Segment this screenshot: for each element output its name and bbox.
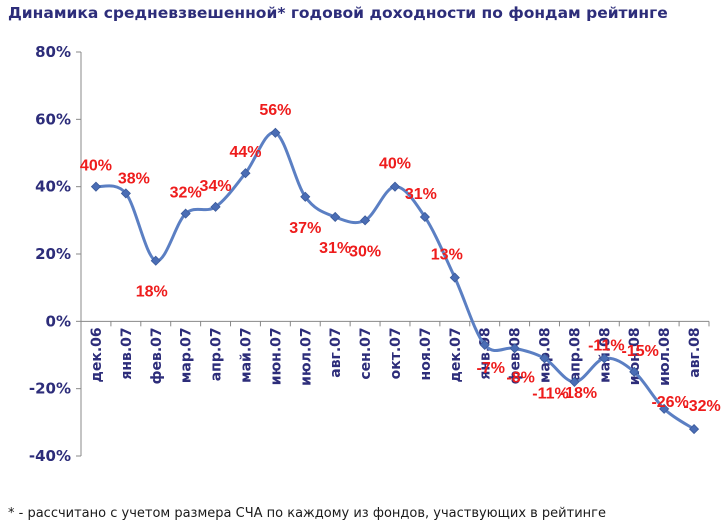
x-tick-label: апр.07 [209, 327, 225, 381]
axes [80, 52, 709, 456]
x-tick-label: окт.07 [388, 327, 404, 379]
data-point [509, 343, 520, 354]
data-point [180, 208, 191, 219]
x-tick-label: дек.07 [448, 327, 464, 382]
data-point [210, 201, 221, 212]
data-label: 34% [200, 178, 232, 195]
data-labels: 40%38%18%32%34%44%56%37%31%30%40%31%13%-… [80, 102, 721, 415]
x-tick-label: авг.08 [687, 327, 703, 377]
y-tick-label: 20% [35, 245, 71, 263]
x-tick-label: апр.08 [567, 327, 583, 381]
data-point [389, 181, 401, 192]
data-label: 32% [170, 185, 202, 202]
data-label: 31% [319, 240, 351, 257]
x-tick-label: фев.07 [149, 327, 165, 384]
data-point [659, 403, 670, 414]
data-label: 40% [379, 156, 411, 173]
data-label: -11% [588, 337, 624, 354]
data-point [300, 191, 311, 202]
data-label: 30% [349, 243, 381, 260]
x-tick-label: май.07 [238, 327, 254, 383]
data-point [449, 272, 460, 283]
data-label: 40% [80, 158, 112, 175]
data-point [569, 376, 580, 387]
y-tick-label: 60% [35, 110, 71, 128]
data-point [419, 211, 430, 223]
data-label: -8% [506, 369, 534, 386]
data-point [240, 168, 251, 179]
data-point [479, 339, 490, 350]
data-label: 31% [405, 186, 437, 203]
y-tick-label: 40% [35, 178, 71, 196]
data-point [539, 353, 550, 364]
x-tick-label: дек.06 [89, 327, 105, 382]
x-tick-label: июн.07 [268, 327, 284, 385]
y-tick-label: 80% [35, 43, 71, 61]
data-point [688, 424, 700, 435]
data-point [360, 215, 371, 226]
data-label: -15% [622, 343, 659, 360]
data-point [120, 188, 131, 199]
x-tick-label: июл.07 [298, 327, 314, 385]
x-tick-label: ноя.07 [418, 327, 434, 380]
data-label: 38% [118, 170, 150, 187]
chart-title: Динамика средневзвешенной* годовой доход… [8, 4, 668, 22]
y-tick-label: 0% [46, 312, 71, 330]
data-label: 44% [229, 144, 261, 161]
data-point [599, 353, 610, 364]
data-point [330, 211, 341, 223]
data-label: 13% [431, 247, 463, 264]
footnote: * - рассчитано с учетом размера СЧА по к… [8, 506, 606, 521]
data-label: 56% [259, 102, 291, 119]
data-point [270, 127, 281, 138]
series-markers [90, 127, 700, 435]
data-label: 18% [136, 284, 168, 301]
data-label: 37% [289, 220, 321, 237]
data-point [150, 255, 161, 266]
data-label: -26% [651, 394, 688, 411]
x-tick-label: фев.08 [508, 327, 524, 384]
y-axis-ticks: 80% 60% 40% 20% 0% -20% -40% [29, 43, 81, 465]
x-tick-label: сен.07 [358, 327, 374, 379]
x-tick-label: авг.07 [328, 327, 344, 377]
y-tick-label: -20% [29, 380, 71, 398]
y-tick-label: -40% [29, 447, 71, 465]
data-label: -11% [532, 385, 568, 402]
data-label: -32% [683, 398, 720, 415]
data-label: -7% [476, 360, 504, 377]
x-tick-label: янв.07 [119, 327, 135, 379]
data-label: -18% [560, 385, 597, 402]
x-tick-label: мар.07 [179, 327, 195, 383]
data-point [629, 366, 640, 377]
series-line [95, 131, 695, 431]
data-point [90, 181, 102, 192]
x-tick-label: июл.08 [657, 327, 673, 385]
x-axis-ticks: дек.06 янв.07 фев.07 мар.07 апр.07 май.07 июн.… [80, 321, 710, 386]
